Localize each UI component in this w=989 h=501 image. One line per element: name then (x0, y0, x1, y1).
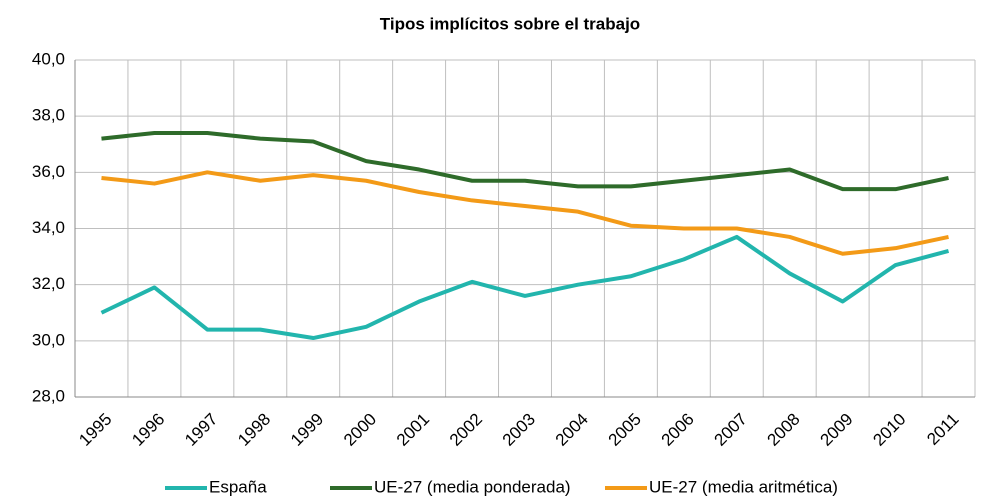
x-tick-label: 2000 (340, 410, 380, 450)
y-tick-label: 38,0 (32, 106, 65, 125)
series-line (101, 131, 949, 192)
x-tick-label: 2003 (499, 410, 539, 450)
legend-label: España (209, 477, 267, 496)
y-tick-label: 40,0 (32, 49, 65, 68)
y-tick-label: 30,0 (32, 330, 65, 349)
x-tick-label: 2006 (658, 410, 698, 450)
x-tick-label: 1999 (287, 410, 327, 450)
x-tick-label: 2007 (711, 410, 751, 450)
x-tick-label: 2001 (393, 410, 433, 450)
x-tick-label: 2002 (446, 410, 486, 450)
x-tick-label: 2010 (869, 410, 909, 450)
y-tick-label: 28,0 (32, 386, 65, 405)
x-tick-label: 2009 (816, 410, 856, 450)
x-tick-label: 2011 (923, 410, 962, 449)
series-line (100, 234, 950, 341)
x-tick-label: 2008 (764, 410, 804, 450)
series-line (101, 170, 949, 256)
x-tick-label: 2005 (605, 410, 645, 450)
y-tick-label: 36,0 (32, 162, 65, 181)
legend-label: UE-27 (media aritmética) (649, 477, 838, 496)
legend-label: UE-27 (media ponderada) (374, 477, 571, 496)
x-tick-label: 1998 (234, 410, 274, 450)
x-tick-label: 1995 (75, 410, 115, 450)
x-tick-label: 1997 (181, 410, 221, 450)
x-tick-label: 1996 (128, 410, 168, 450)
chart-title: Tipos implícitos sobre el trabajo (380, 14, 640, 33)
y-tick-label: 32,0 (32, 274, 65, 293)
x-tick-label: 2004 (552, 410, 592, 450)
y-tick-label: 34,0 (32, 218, 65, 237)
